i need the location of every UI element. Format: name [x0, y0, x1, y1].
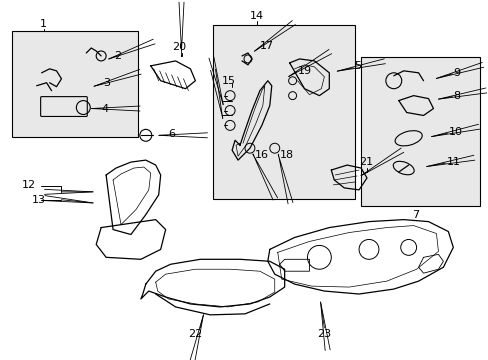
Text: 5: 5 — [353, 61, 360, 71]
Text: 23: 23 — [317, 329, 331, 339]
Bar — [360, 57, 479, 206]
Bar — [213, 25, 354, 199]
Text: 20: 20 — [172, 42, 186, 52]
Text: 15: 15 — [222, 76, 236, 86]
Text: 6: 6 — [168, 129, 175, 139]
Text: 17: 17 — [259, 41, 273, 51]
Text: 3: 3 — [103, 78, 110, 88]
Text: 2: 2 — [114, 51, 121, 61]
Text: 21: 21 — [358, 157, 372, 167]
Text: 19: 19 — [297, 66, 311, 76]
Text: 9: 9 — [452, 68, 460, 78]
Text: 14: 14 — [249, 11, 264, 21]
Text: 4: 4 — [101, 104, 108, 113]
Text: 8: 8 — [452, 91, 460, 101]
Text: 11: 11 — [446, 157, 459, 167]
Text: 12: 12 — [22, 180, 36, 190]
Text: 10: 10 — [447, 127, 462, 137]
Bar — [12, 31, 138, 137]
Text: 18: 18 — [279, 150, 293, 160]
Text: 22: 22 — [188, 329, 202, 339]
Text: 13: 13 — [32, 195, 45, 205]
Text: 7: 7 — [411, 210, 418, 220]
Text: 16: 16 — [254, 150, 268, 160]
Text: 1: 1 — [40, 19, 47, 29]
